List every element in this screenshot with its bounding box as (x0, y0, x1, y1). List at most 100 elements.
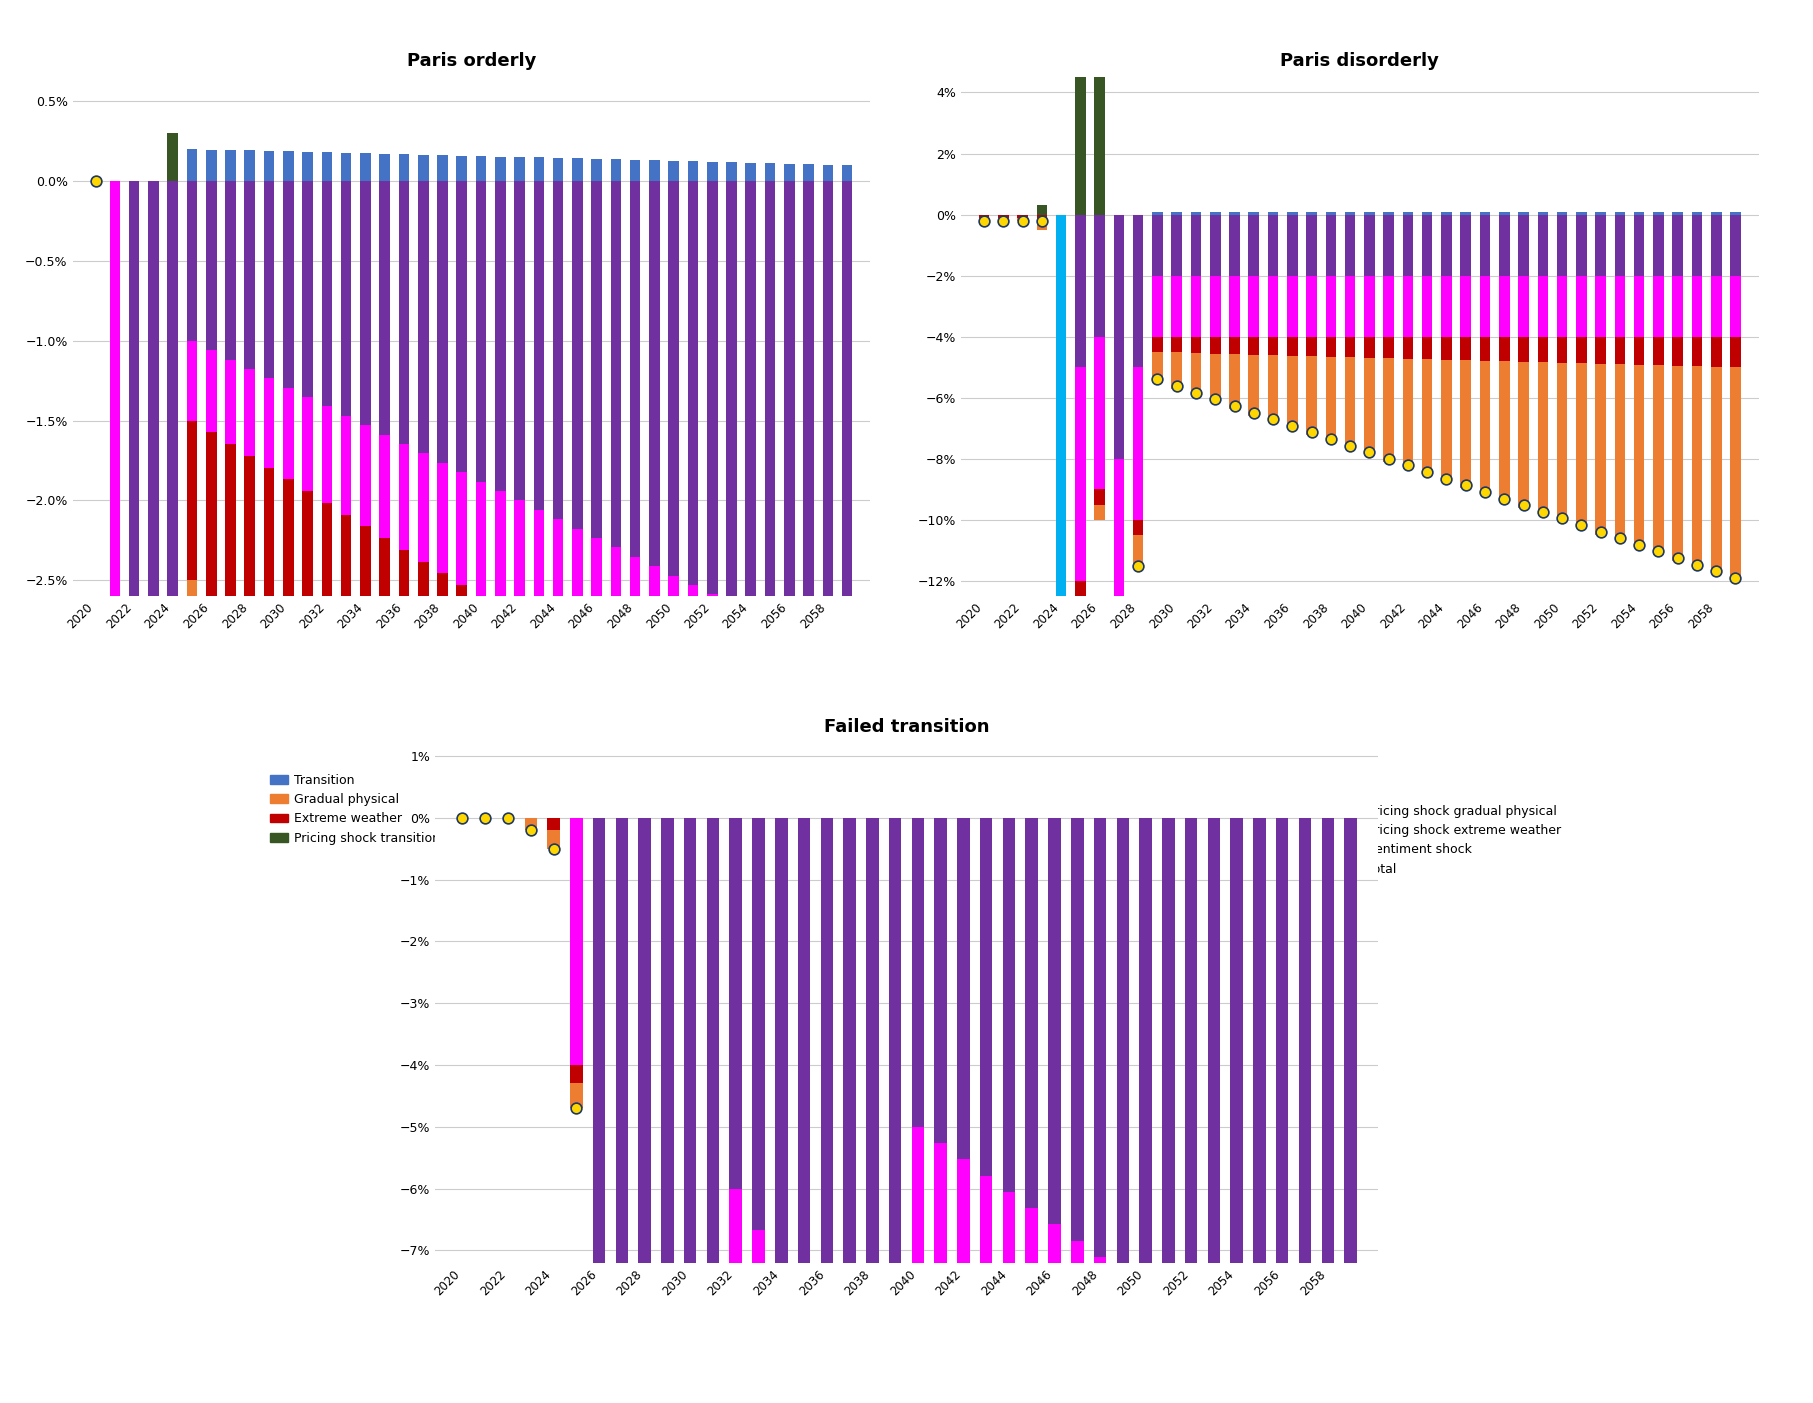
Point (1200, 389, 1229, 411)
Bar (616, 818, 627, 1403)
Bar (1191, 215, 1202, 275)
Point (1028, 209, 1057, 231)
Bar (109, 181, 120, 1403)
Point (448, 807, 477, 829)
Bar (437, 156, 448, 181)
Bar (1207, 1338, 1220, 1403)
Bar (548, 831, 560, 849)
Bar (1421, 359, 1432, 476)
Point (1394, 455, 1423, 477)
Bar (1151, 212, 1162, 215)
Bar (245, 150, 256, 181)
Title: Paris disorderly: Paris disorderly (1280, 52, 1440, 70)
Bar (707, 161, 718, 181)
Bar (573, 1285, 582, 1403)
Bar (649, 160, 660, 181)
Bar (1287, 275, 1298, 337)
Bar (1517, 215, 1528, 275)
Bar (1253, 1371, 1265, 1403)
Bar (1461, 212, 1470, 215)
Bar (979, 217, 990, 220)
Bar (823, 808, 834, 1403)
Bar (591, 1320, 602, 1403)
Bar (225, 359, 236, 445)
Bar (707, 1312, 720, 1403)
Bar (888, 1312, 901, 1403)
Bar (1287, 355, 1298, 429)
Bar (1095, 0, 1104, 215)
Bar (997, 215, 1008, 217)
Bar (821, 818, 832, 1403)
Bar (1672, 212, 1682, 215)
Bar (1113, 459, 1124, 703)
Bar (1421, 215, 1432, 275)
Bar (1075, 368, 1086, 581)
Bar (1499, 337, 1510, 361)
Bar (573, 181, 582, 529)
Bar (399, 154, 410, 181)
Bar (533, 181, 544, 509)
Bar (1692, 212, 1702, 215)
Point (493, 807, 522, 829)
Bar (774, 818, 787, 1271)
Bar (1231, 818, 1244, 1354)
Bar (1307, 275, 1316, 337)
Bar (475, 1108, 486, 1403)
Bar (303, 181, 314, 397)
Bar (1139, 818, 1151, 1289)
Bar (245, 686, 256, 1403)
Bar (321, 826, 332, 1403)
Bar (1363, 358, 1374, 456)
Bar (1209, 212, 1220, 215)
Bar (1730, 212, 1740, 215)
Bar (1595, 215, 1606, 275)
Bar (1037, 215, 1048, 223)
Bar (361, 181, 370, 425)
Bar (1003, 818, 1015, 1191)
Bar (638, 818, 651, 1403)
Bar (341, 181, 352, 415)
Bar (1117, 1273, 1129, 1403)
Bar (419, 1003, 428, 1403)
Bar (1575, 212, 1586, 215)
Bar (569, 1065, 582, 1083)
Bar (341, 515, 352, 863)
Bar (187, 421, 198, 581)
Bar (1653, 215, 1664, 275)
Bar (245, 181, 256, 369)
Bar (1575, 215, 1586, 275)
Point (1528, 501, 1557, 523)
Bar (591, 181, 602, 537)
Bar (729, 1188, 742, 1403)
Bar (399, 968, 410, 1403)
Bar (1479, 361, 1490, 495)
Bar (1345, 212, 1356, 215)
Bar (629, 1390, 640, 1403)
Bar (263, 721, 274, 1403)
Bar (1479, 275, 1490, 337)
Bar (997, 217, 1008, 220)
Bar (1267, 215, 1278, 275)
Bar (1672, 366, 1682, 561)
Bar (979, 215, 990, 217)
Point (1663, 547, 1692, 570)
Point (1008, 209, 1037, 231)
Bar (1692, 275, 1702, 337)
Bar (1343, 818, 1356, 1403)
Bar (1113, 703, 1124, 718)
Bar (1287, 337, 1298, 355)
Bar (361, 425, 370, 526)
Point (1142, 368, 1171, 390)
Bar (1383, 358, 1394, 462)
Bar (611, 547, 622, 679)
Bar (1615, 275, 1624, 337)
Bar (823, 181, 834, 651)
Bar (1537, 275, 1548, 337)
Bar (457, 156, 468, 181)
Bar (1075, 215, 1086, 368)
Bar (495, 157, 506, 181)
Bar (207, 150, 216, 181)
Bar (321, 181, 332, 407)
Bar (475, 481, 486, 596)
Bar (1711, 337, 1722, 366)
